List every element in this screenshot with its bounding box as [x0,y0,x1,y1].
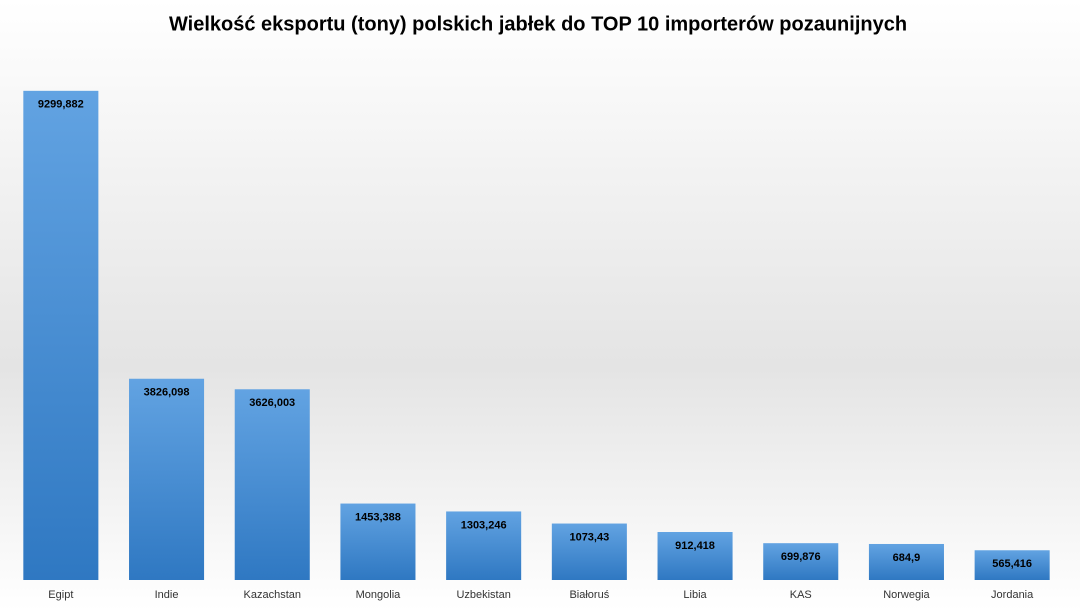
bar [129,378,205,580]
bar [23,90,99,581]
x-tick-label: Mongolia [356,589,402,601]
data-label: 1073,43 [569,531,609,543]
data-label: 565,416 [992,558,1032,570]
x-tick-label: Egipt [48,589,73,601]
data-label: 3626,003 [249,397,295,409]
bar [340,503,416,580]
x-tick-label: KAS [790,589,812,601]
data-label: 684,9 [893,552,921,564]
data-label: 1453,388 [355,511,401,523]
data-label: 1303,246 [461,519,507,531]
x-tick-label: Uzbekistan [456,589,510,601]
bar [974,550,1050,580]
data-label: 699,876 [781,551,821,563]
x-tick-label: Libia [683,589,707,601]
data-label: 3826,098 [144,387,190,399]
bar [763,543,839,580]
x-tick-label: Indie [155,589,179,601]
data-label: 9299,882 [38,99,84,111]
chart-title: Wielkość eksportu (tony) polskich jabłek… [169,13,907,35]
bar [868,543,944,580]
x-tick-label: Kazachstan [244,589,301,601]
bar [234,389,310,580]
x-tick-label: Białoruś [569,589,609,601]
bar [657,532,733,580]
bar [551,523,627,580]
x-tick-label: Jordania [991,589,1034,601]
x-tick-label: Norwegia [883,589,930,601]
bar [446,511,522,580]
data-label: 912,418 [675,540,715,552]
